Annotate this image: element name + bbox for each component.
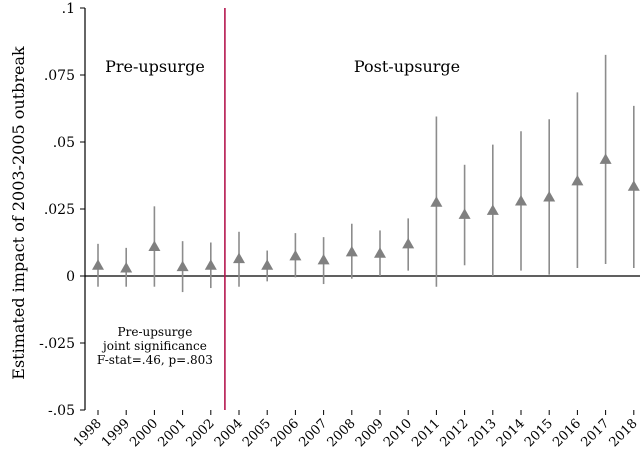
y-tick-label: 0: [66, 269, 75, 285]
estimate-marker-1999: [120, 261, 133, 273]
estimate-marker-2005: [261, 259, 274, 270]
estimate-marker-2001: [176, 260, 189, 272]
x-tick-label: 2006: [268, 416, 302, 450]
post-upsurge-label: Post-upsurge: [354, 57, 460, 76]
estimate-marker-2009: [374, 247, 386, 258]
x-ticks: 1998199920002001200220042005200620072008…: [71, 410, 640, 450]
estimate-marker-2004: [233, 252, 245, 264]
x-tick-label: 2007: [296, 416, 330, 450]
x-tick-label: 2015: [522, 416, 556, 450]
y-tick-label: .025: [44, 202, 75, 218]
x-tick-label: 2018: [607, 416, 640, 450]
estimate-marker-2010: [402, 237, 415, 249]
pre-upsurge-label: Pre-upsurge: [105, 57, 205, 76]
x-tick-label: 2011: [409, 416, 443, 450]
x-tick-label: 2016: [550, 416, 584, 450]
x-tick-label: 1999: [99, 416, 133, 450]
y-tick-label: .05: [53, 135, 75, 151]
estimate-marker-1998: [92, 259, 104, 270]
estimate-marker-2000: [148, 240, 161, 252]
estimate-marker-2006: [289, 249, 302, 261]
estimate-marker-2008: [345, 245, 358, 257]
x-tick-label: 2012: [437, 416, 471, 450]
x-tick-label: 2004: [212, 416, 246, 450]
x-tick-label: 2005: [240, 416, 274, 450]
y-tick-label: .075: [44, 68, 75, 84]
y-tick-label: -.025: [39, 336, 75, 352]
x-tick-label: 2009: [353, 416, 387, 450]
joint-significance-note-line1: Pre-upsurge: [118, 325, 193, 339]
y-ticks: .1 .075 .05 .025 0 -.025 -.05: [39, 1, 85, 419]
x-tick-label: 2017: [578, 416, 612, 450]
x-tick-label: 2014: [494, 416, 528, 450]
estimate-marker-2016: [571, 174, 584, 186]
point-estimates: [92, 153, 640, 273]
joint-significance-note-line2: joint significance: [101, 339, 207, 353]
x-tick-label: 2008: [325, 416, 359, 450]
confidence-intervals: [97, 54, 635, 293]
joint-significance-note-line3: F-stat=.46, p=.803: [97, 353, 213, 367]
y-tick-label: .1: [62, 1, 75, 17]
estimate-marker-2002: [204, 259, 217, 270]
x-tick-label: 2013: [466, 416, 500, 450]
estimate-marker-2018: [627, 180, 640, 191]
estimate-marker-2013: [486, 204, 499, 215]
estimate-marker-2015: [543, 190, 556, 202]
y-axis-title: Estimated impact of 2003-2005 outbreak: [9, 46, 28, 380]
estimate-marker-2014: [515, 194, 527, 206]
x-tick-label: 1998: [71, 416, 105, 450]
x-tick-label: 2002: [184, 416, 218, 450]
estimate-marker-2011: [430, 196, 443, 207]
estimate-marker-2007: [317, 253, 330, 265]
x-tick-label: 2010: [381, 416, 415, 450]
estimate-marker-2012: [458, 208, 471, 219]
estimate-marker-2017: [599, 153, 612, 164]
x-tick-label: 2001: [155, 416, 189, 450]
y-tick-label: -.05: [48, 403, 75, 419]
x-tick-label: 2000: [127, 416, 161, 450]
